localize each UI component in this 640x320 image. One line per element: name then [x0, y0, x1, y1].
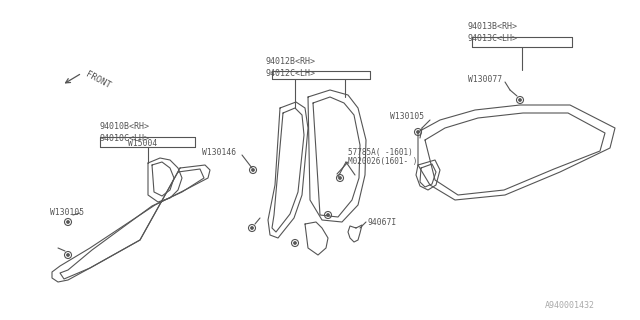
Text: M020026(1601- ): M020026(1601- ) — [348, 157, 417, 166]
Circle shape — [339, 177, 341, 179]
Circle shape — [294, 242, 296, 244]
Circle shape — [518, 99, 522, 101]
Circle shape — [67, 254, 69, 256]
Circle shape — [417, 131, 419, 133]
Circle shape — [251, 227, 253, 229]
Text: 94012B<RH>
94012C<LH>: 94012B<RH> 94012C<LH> — [265, 57, 315, 78]
Text: A940001432: A940001432 — [545, 301, 595, 310]
Text: 94067I: 94067I — [367, 218, 396, 227]
Text: FRONT: FRONT — [84, 70, 112, 91]
Text: 94013B<RH>
94013C<LH>: 94013B<RH> 94013C<LH> — [468, 22, 518, 43]
Text: 94010B<RH>
94010C<LH>: 94010B<RH> 94010C<LH> — [100, 122, 150, 143]
Text: W130146: W130146 — [202, 148, 236, 157]
Text: W130105: W130105 — [390, 112, 424, 121]
Text: W15004: W15004 — [128, 139, 157, 148]
Circle shape — [252, 169, 254, 171]
Circle shape — [326, 214, 330, 216]
Text: W130077: W130077 — [468, 75, 502, 84]
Circle shape — [67, 221, 69, 223]
Text: 57785A( -1601): 57785A( -1601) — [348, 148, 413, 157]
Text: W130105: W130105 — [50, 208, 84, 217]
